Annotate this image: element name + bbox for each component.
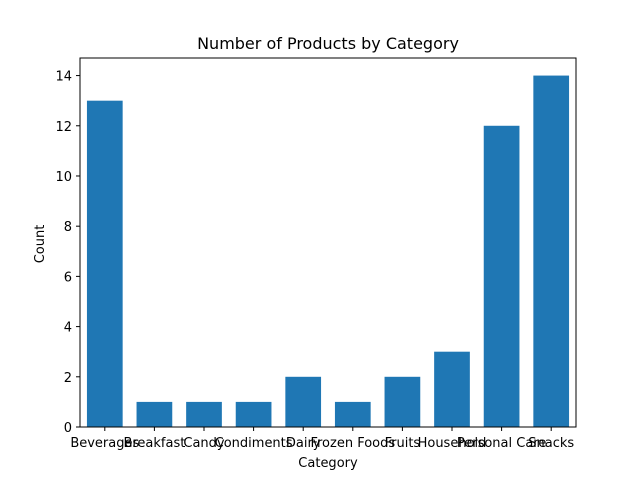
bar-breakfast: [136, 401, 173, 427]
x-tick-label: Fruits: [385, 436, 421, 451]
x-tick-label: Household: [418, 436, 487, 451]
y-tick-label: 6: [64, 270, 72, 285]
y-tick-label: 8: [64, 220, 72, 235]
x-tick-label: Snacks: [528, 436, 574, 451]
bar-candy: [186, 401, 222, 427]
bar-snacks: [533, 75, 570, 428]
chart-title: Number of Products by Category: [197, 34, 459, 53]
x-axis-ticks: BeveragesBreakfastCandyCondimentsDairyFr…: [70, 427, 574, 451]
plot-frame: [79, 57, 577, 428]
y-tick-label: 14: [55, 70, 72, 85]
x-tick-label: Frozen Foods: [310, 436, 395, 451]
x-tick-label: Personal Care: [457, 436, 547, 451]
bar-household: [434, 351, 470, 427]
bar-dairy: [285, 376, 322, 427]
x-tick-label: Candy: [183, 436, 225, 451]
bar-condiments: [235, 401, 272, 427]
y-tick-label: 2: [64, 371, 72, 386]
y-tick-label: 12: [55, 120, 72, 135]
x-tick-label: Beverages: [70, 436, 139, 451]
bar-beverages: [86, 100, 123, 428]
y-tick-label: 10: [55, 170, 72, 185]
x-tick-label: Dairy: [286, 436, 321, 451]
x-tick-label: Breakfast: [123, 436, 185, 451]
y-axis-ticks: 0 2 4 6 8 10 12 14: [55, 70, 80, 436]
y-tick-label: 4: [64, 321, 72, 336]
x-tick-label: Condiments: [215, 436, 293, 451]
bar-fruits: [384, 376, 421, 427]
y-axis-label: Count: [33, 225, 48, 264]
bar-personal-care: [483, 125, 520, 427]
bar-frozen-foods: [334, 401, 371, 427]
y-tick-label: 0: [64, 421, 72, 436]
x-axis-label: Category: [298, 456, 358, 471]
bars-group: [86, 75, 570, 428]
